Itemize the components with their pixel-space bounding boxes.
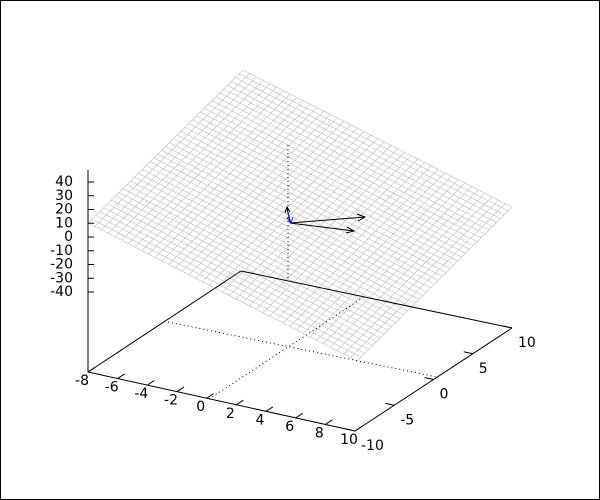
mesh-line bbox=[255, 155, 412, 310]
vectors bbox=[284, 205, 367, 234]
y-tick bbox=[424, 377, 434, 380]
mesh-line bbox=[211, 100, 482, 239]
y-tick-label: -10 bbox=[361, 438, 384, 454]
mesh-line bbox=[222, 138, 378, 293]
z-tick-label: 30 bbox=[55, 188, 73, 204]
mesh-line bbox=[228, 141, 385, 296]
y-tick-label: 0 bbox=[440, 387, 449, 403]
x-tick-label: 8 bbox=[315, 425, 324, 441]
mesh-line bbox=[204, 107, 474, 246]
x-tick-label: -4 bbox=[134, 386, 148, 402]
arrow-head bbox=[345, 226, 356, 234]
mesh-line bbox=[219, 92, 489, 231]
vector bbox=[286, 209, 292, 224]
x-tick bbox=[295, 412, 303, 419]
mesh-line bbox=[180, 130, 451, 269]
mesh-line bbox=[215, 96, 486, 235]
z-tick-label: 0 bbox=[64, 229, 73, 245]
z-tick-label: 10 bbox=[55, 215, 73, 231]
mesh-line bbox=[200, 111, 470, 250]
mesh-line bbox=[192, 119, 462, 258]
mesh-line bbox=[309, 182, 466, 338]
floor-edge bbox=[87, 270, 242, 373]
x-tick bbox=[176, 386, 185, 393]
mesh-line bbox=[329, 193, 486, 348]
z-tick-label: -30 bbox=[50, 270, 73, 286]
y-tick bbox=[502, 325, 513, 329]
mesh-line bbox=[242, 69, 513, 208]
x-tick-label: -2 bbox=[164, 393, 178, 409]
x-tick bbox=[325, 419, 333, 425]
z-tick-label: -10 bbox=[50, 243, 73, 259]
mesh-line bbox=[350, 203, 506, 358]
x-tick-label: -6 bbox=[105, 380, 119, 396]
arrow-head bbox=[356, 213, 367, 222]
mesh-line bbox=[169, 142, 439, 281]
mesh-line bbox=[188, 123, 458, 262]
x-tick bbox=[236, 399, 244, 406]
x-tick bbox=[265, 406, 274, 412]
y-tick-label: 5 bbox=[479, 361, 488, 377]
mesh-line bbox=[196, 115, 466, 254]
mesh-line bbox=[207, 104, 478, 242]
mesh-line bbox=[302, 179, 459, 334]
arrow-head bbox=[286, 216, 294, 225]
z-tick-label: -40 bbox=[50, 284, 73, 300]
mesh-line bbox=[227, 84, 497, 223]
mesh-line bbox=[262, 158, 419, 313]
mesh-line bbox=[231, 81, 501, 219]
mesh-line bbox=[276, 165, 432, 320]
x-tick-label: 10 bbox=[340, 432, 358, 448]
mesh-line bbox=[176, 134, 447, 273]
x-axis bbox=[87, 371, 356, 432]
mesh-line bbox=[282, 169, 439, 324]
floor-edge bbox=[240, 270, 513, 329]
x-tick bbox=[147, 380, 155, 386]
x-tick-label: -8 bbox=[75, 373, 89, 389]
x-tick-label: 4 bbox=[256, 412, 265, 428]
vector bbox=[289, 222, 355, 232]
mesh-line bbox=[343, 199, 499, 355]
x-tick bbox=[117, 373, 125, 379]
x-tick bbox=[354, 425, 363, 432]
x-tick bbox=[206, 393, 214, 399]
mesh-line bbox=[223, 88, 493, 227]
zero-line bbox=[167, 321, 438, 378]
y-tick bbox=[345, 428, 356, 432]
z-tick-label: 40 bbox=[55, 174, 73, 190]
x-tick-label: 2 bbox=[226, 406, 235, 422]
mesh-line bbox=[235, 77, 505, 216]
mesh-line bbox=[323, 189, 479, 344]
mesh-line bbox=[249, 151, 405, 307]
y-tick-label: -5 bbox=[400, 412, 414, 428]
mesh-line bbox=[235, 145, 392, 300]
surface-mesh bbox=[87, 69, 513, 362]
mesh-line bbox=[336, 196, 493, 351]
mesh-line bbox=[296, 175, 452, 331]
mesh-line bbox=[356, 206, 513, 362]
z-tick-label: 20 bbox=[55, 202, 73, 218]
y-tick bbox=[385, 402, 395, 406]
mesh-line bbox=[184, 127, 455, 266]
x-tick-label: 6 bbox=[285, 419, 294, 435]
y-tick-label: 10 bbox=[518, 335, 536, 351]
mesh-line bbox=[173, 138, 443, 277]
x-tick-label: 0 bbox=[196, 399, 205, 415]
mesh-line bbox=[238, 73, 509, 212]
mesh-line bbox=[289, 172, 445, 327]
mesh-line bbox=[316, 186, 472, 341]
x-tick bbox=[87, 366, 96, 373]
z-tick-label: -20 bbox=[50, 257, 73, 273]
mesh-line bbox=[269, 162, 425, 317]
vector bbox=[289, 216, 366, 224]
zero-line bbox=[208, 296, 365, 400]
y-tick bbox=[463, 351, 473, 355]
arrow-head bbox=[284, 205, 291, 214]
